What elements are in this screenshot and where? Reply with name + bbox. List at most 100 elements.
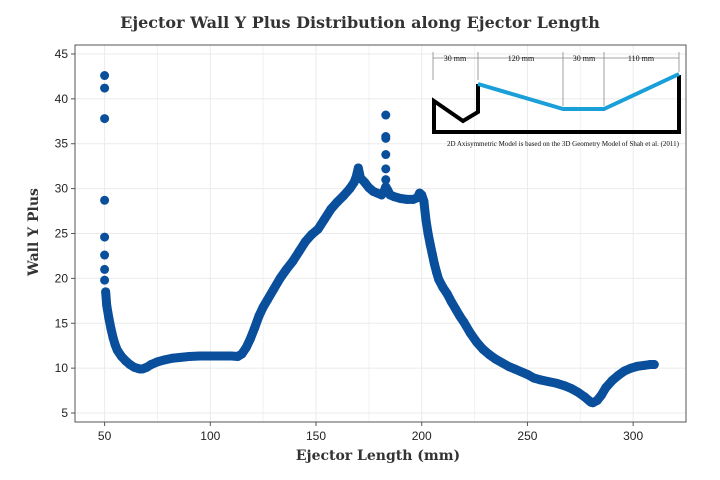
data-point <box>167 353 177 363</box>
inset-dim-label: 110 mm <box>628 54 655 63</box>
data-point <box>381 164 391 174</box>
data-point <box>419 196 429 206</box>
inset-dim-label: 30 mm <box>573 54 596 63</box>
data-point <box>451 304 461 314</box>
data-point <box>607 376 617 386</box>
x-axis-label: Ejector Length (mm) <box>296 448 460 464</box>
data-point <box>465 328 475 338</box>
data-point <box>102 300 112 310</box>
data-point <box>535 375 545 385</box>
data-point <box>427 249 437 259</box>
data-point <box>195 351 205 361</box>
ejector-geometry-inset: 30 mm 120 mm 30 mm 110 mm 2D Axisymmetri… <box>432 52 681 148</box>
data-point <box>216 351 226 361</box>
x-axis: 50 100 150 200 250 300 <box>98 422 643 443</box>
data-point <box>596 390 606 400</box>
data-point <box>434 274 444 284</box>
data-point <box>421 215 431 225</box>
data-point <box>106 324 116 334</box>
data-point <box>100 195 110 205</box>
data-point <box>472 337 482 347</box>
data-point <box>478 344 488 354</box>
x-tick-label: 300 <box>623 429 643 443</box>
y-tick-label: 30 <box>55 182 69 196</box>
inset-dim-label: 120 mm <box>508 54 535 63</box>
y-tick-label: 5 <box>61 406 68 420</box>
y-tick-label: 45 <box>55 47 69 61</box>
data-point <box>313 224 323 234</box>
data-point <box>184 351 194 361</box>
data-point <box>613 370 623 380</box>
data-point <box>300 237 310 247</box>
inset-ejector-wall <box>477 72 680 111</box>
y-tick-label: 35 <box>55 137 69 151</box>
data-point <box>100 275 110 285</box>
x-tick-label: 200 <box>412 429 432 443</box>
data-point <box>307 229 317 239</box>
data-point <box>425 239 435 249</box>
data-point <box>332 197 342 207</box>
data-point <box>262 295 272 305</box>
data-point <box>254 311 264 321</box>
data-points <box>100 71 659 408</box>
data-point <box>100 250 110 260</box>
y-tick-label: 20 <box>55 271 69 285</box>
data-point <box>258 302 268 312</box>
data-point <box>108 333 118 343</box>
y-tick-label: 15 <box>55 316 69 330</box>
data-point <box>429 259 439 269</box>
inset-ejector-outline <box>432 75 681 134</box>
data-point <box>101 287 111 297</box>
data-point <box>446 297 456 307</box>
data-point <box>573 387 583 397</box>
data-point <box>281 264 291 274</box>
grid <box>75 45 686 422</box>
y-tick-label: 40 <box>55 92 69 106</box>
y-tick-label: 25 <box>55 227 69 241</box>
data-point <box>250 323 260 333</box>
data-point <box>176 352 186 362</box>
data-point <box>100 114 110 124</box>
data-point <box>423 229 433 238</box>
data-point <box>339 191 349 201</box>
x-tick-label: 150 <box>306 429 326 443</box>
data-point <box>381 132 391 142</box>
data-point <box>381 150 391 160</box>
data-point <box>326 204 336 214</box>
data-point <box>100 83 110 93</box>
data-point <box>402 194 412 204</box>
data-point <box>544 377 554 387</box>
data-point <box>459 317 469 327</box>
inset-note: 2D Axisymmetric Model is based on the 3D… <box>447 140 680 148</box>
data-point <box>381 175 391 185</box>
data-point <box>432 267 442 277</box>
x-tick-label: 100 <box>200 429 220 443</box>
x-tick-label: 250 <box>517 429 537 443</box>
data-point <box>100 71 110 81</box>
data-point <box>205 351 215 361</box>
data-point <box>159 355 169 365</box>
data-point <box>552 378 562 388</box>
data-point <box>100 264 110 274</box>
data-point <box>484 350 494 360</box>
y-axis-label: Wall Y Plus <box>26 188 42 277</box>
data-point <box>275 273 285 283</box>
data-point <box>100 232 110 242</box>
x-tick-label: 50 <box>98 429 112 443</box>
data-point <box>649 360 659 370</box>
chart-title: Ejector Wall Y Plus Distribution along E… <box>120 13 600 32</box>
data-point <box>381 110 391 120</box>
y-axis: 5 10 15 20 25 30 35 40 45 <box>55 47 75 420</box>
data-point <box>442 289 452 299</box>
data-point <box>294 246 304 256</box>
data-point <box>288 256 298 266</box>
inset-dim-label: 30 mm <box>444 54 467 63</box>
data-point-band <box>101 163 659 408</box>
y-tick-label: 10 <box>55 361 69 375</box>
data-point <box>353 163 363 173</box>
data-point <box>601 383 611 393</box>
data-point <box>104 313 114 323</box>
data-point <box>319 214 329 224</box>
data-point <box>245 334 255 344</box>
